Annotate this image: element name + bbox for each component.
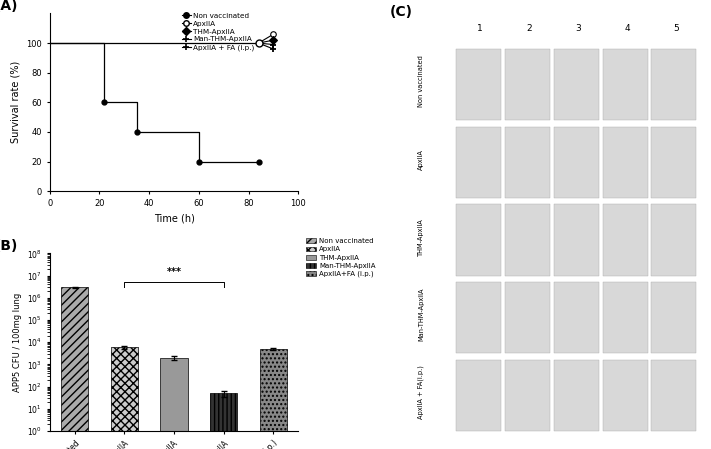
FancyBboxPatch shape — [602, 204, 648, 276]
Text: Non vaccinated: Non vaccinated — [418, 56, 424, 107]
FancyBboxPatch shape — [456, 127, 501, 198]
FancyBboxPatch shape — [456, 49, 501, 120]
X-axis label: Time (h): Time (h) — [154, 213, 194, 223]
FancyBboxPatch shape — [602, 49, 648, 120]
FancyBboxPatch shape — [456, 204, 501, 276]
Text: ***: *** — [166, 267, 181, 277]
FancyBboxPatch shape — [554, 49, 599, 120]
FancyBboxPatch shape — [651, 127, 696, 198]
Bar — [61, 287, 88, 449]
Text: ApxIIA + FA(i.p.): ApxIIA + FA(i.p.) — [417, 365, 424, 419]
Text: (B): (B) — [0, 239, 18, 253]
Text: (A): (A) — [0, 0, 18, 13]
Text: THM-ApxIIA: THM-ApxIIA — [418, 218, 424, 256]
FancyBboxPatch shape — [505, 204, 550, 276]
Text: 2: 2 — [526, 24, 532, 33]
Text: (C): (C) — [390, 5, 413, 19]
FancyBboxPatch shape — [554, 360, 599, 431]
Legend: Non vaccinated, ApxIIA, THM-ApxIIA, Man-THM-ApxIIA, ApxIIA + FA (i.p.): Non vaccinated, ApxIIA, THM-ApxIIA, Man-… — [179, 10, 257, 54]
FancyBboxPatch shape — [456, 282, 501, 353]
Text: Man-THM-ApxIIA: Man-THM-ApxIIA — [418, 288, 424, 341]
FancyBboxPatch shape — [602, 127, 648, 198]
FancyBboxPatch shape — [651, 282, 696, 353]
FancyBboxPatch shape — [505, 282, 550, 353]
Y-axis label: Survival rate (%): Survival rate (%) — [11, 61, 21, 143]
FancyBboxPatch shape — [651, 204, 696, 276]
Text: 4: 4 — [624, 24, 630, 33]
FancyBboxPatch shape — [554, 204, 599, 276]
Text: ApxIIA: ApxIIA — [418, 149, 424, 170]
FancyBboxPatch shape — [651, 360, 696, 431]
FancyBboxPatch shape — [554, 282, 599, 353]
Text: 5: 5 — [673, 24, 679, 33]
FancyBboxPatch shape — [505, 127, 550, 198]
FancyBboxPatch shape — [602, 282, 648, 353]
Bar — [161, 358, 188, 449]
Text: 3: 3 — [575, 24, 581, 33]
FancyBboxPatch shape — [554, 127, 599, 198]
Bar — [260, 349, 287, 449]
FancyBboxPatch shape — [505, 49, 550, 120]
FancyBboxPatch shape — [651, 49, 696, 120]
Bar — [210, 393, 237, 449]
Y-axis label: APP5 CFU / 100mg lung: APP5 CFU / 100mg lung — [13, 293, 21, 392]
Bar — [111, 347, 138, 449]
Legend: Non vaccinated, ApxIIA, THM-ApxIIA, Man-THM-ApxIIA, ApxIIA+FA (i.p.): Non vaccinated, ApxIIA, THM-ApxIIA, Man-… — [303, 236, 378, 280]
FancyBboxPatch shape — [456, 360, 501, 431]
Text: 1: 1 — [477, 24, 483, 33]
FancyBboxPatch shape — [602, 360, 648, 431]
FancyBboxPatch shape — [505, 360, 550, 431]
